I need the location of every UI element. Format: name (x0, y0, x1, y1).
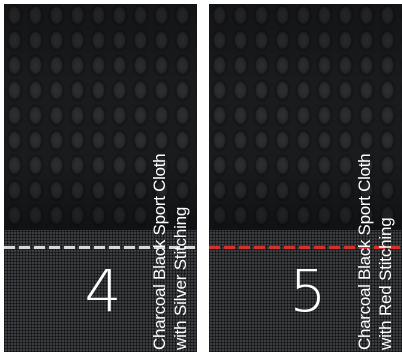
swatch-label-line2: with Red Stitching (376, 217, 395, 350)
swatch-label: Charcoal Black Sport Cloth with Silver S… (149, 120, 191, 350)
sport-cloth-texture (4, 4, 197, 230)
red-stitching (209, 246, 402, 249)
cloth-shading (4, 4, 197, 230)
silver-stitching (4, 246, 197, 249)
swatch-5[interactable]: 5 Charcoal Black Sport Cloth with Red St… (209, 4, 402, 352)
swatch-label-line1: Charcoal Black Sport Cloth (355, 153, 374, 350)
swatch-label: Charcoal Black Sport Cloth with Red Stit… (354, 120, 396, 350)
swatch-label-line1: Charcoal Black Sport Cloth (150, 153, 169, 350)
mesh-texture (209, 230, 402, 352)
cloth-shading (209, 4, 402, 230)
swatch-label-line2: with Silver Stitching (171, 206, 190, 350)
swatch-4[interactable]: 4 Charcoal Black Sport Cloth with Silver… (4, 4, 197, 352)
mesh-texture (4, 230, 197, 352)
swatch-number: 5 (289, 257, 327, 325)
sport-cloth-texture (209, 4, 402, 230)
swatch-number: 4 (84, 257, 122, 325)
